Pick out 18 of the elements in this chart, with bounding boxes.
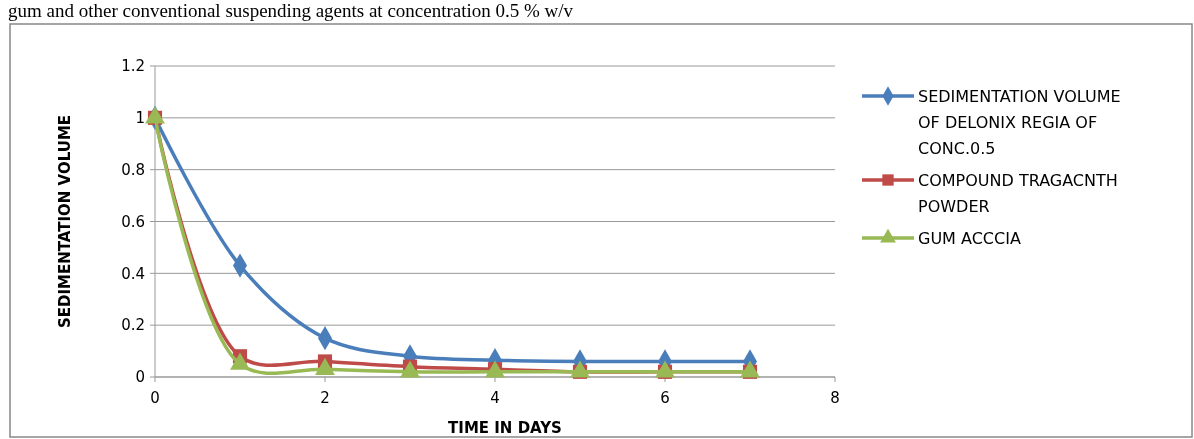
legend-label: GUM ACCCIA <box>918 228 1021 248</box>
y-tick-label: 1.2 <box>121 57 145 76</box>
x-tick-label: 6 <box>660 389 670 407</box>
y-tick-label: 0 <box>135 368 145 387</box>
x-tick-label: 8 <box>830 389 840 407</box>
x-axis-title: TIME IN DAYS <box>448 419 562 437</box>
y-tick-label: 0.8 <box>121 160 145 179</box>
y-tick-label: 0.6 <box>121 212 145 231</box>
legend-label: SEDIMENTATION VOLUME OF DELONIX REGIA OF CONC.0.5 <box>918 86 1121 158</box>
y-axis-title: SEDIMENTATION VOLUME <box>56 114 74 329</box>
x-tick-label: 0 <box>150 389 160 407</box>
x-tick-label: 2 <box>320 389 330 407</box>
chart-title: gum and other conventional suspending agents at concentration 0.5 % w/v <box>8 0 574 21</box>
y-tick-label: 0.2 <box>121 316 145 335</box>
legend-label: COMPOUND TRAGACNTH POWDER <box>918 170 1118 216</box>
x-tick-label: 4 <box>490 389 500 407</box>
y-tick-label: 1 <box>135 109 145 128</box>
y-tick-label: 0.4 <box>121 264 145 283</box>
